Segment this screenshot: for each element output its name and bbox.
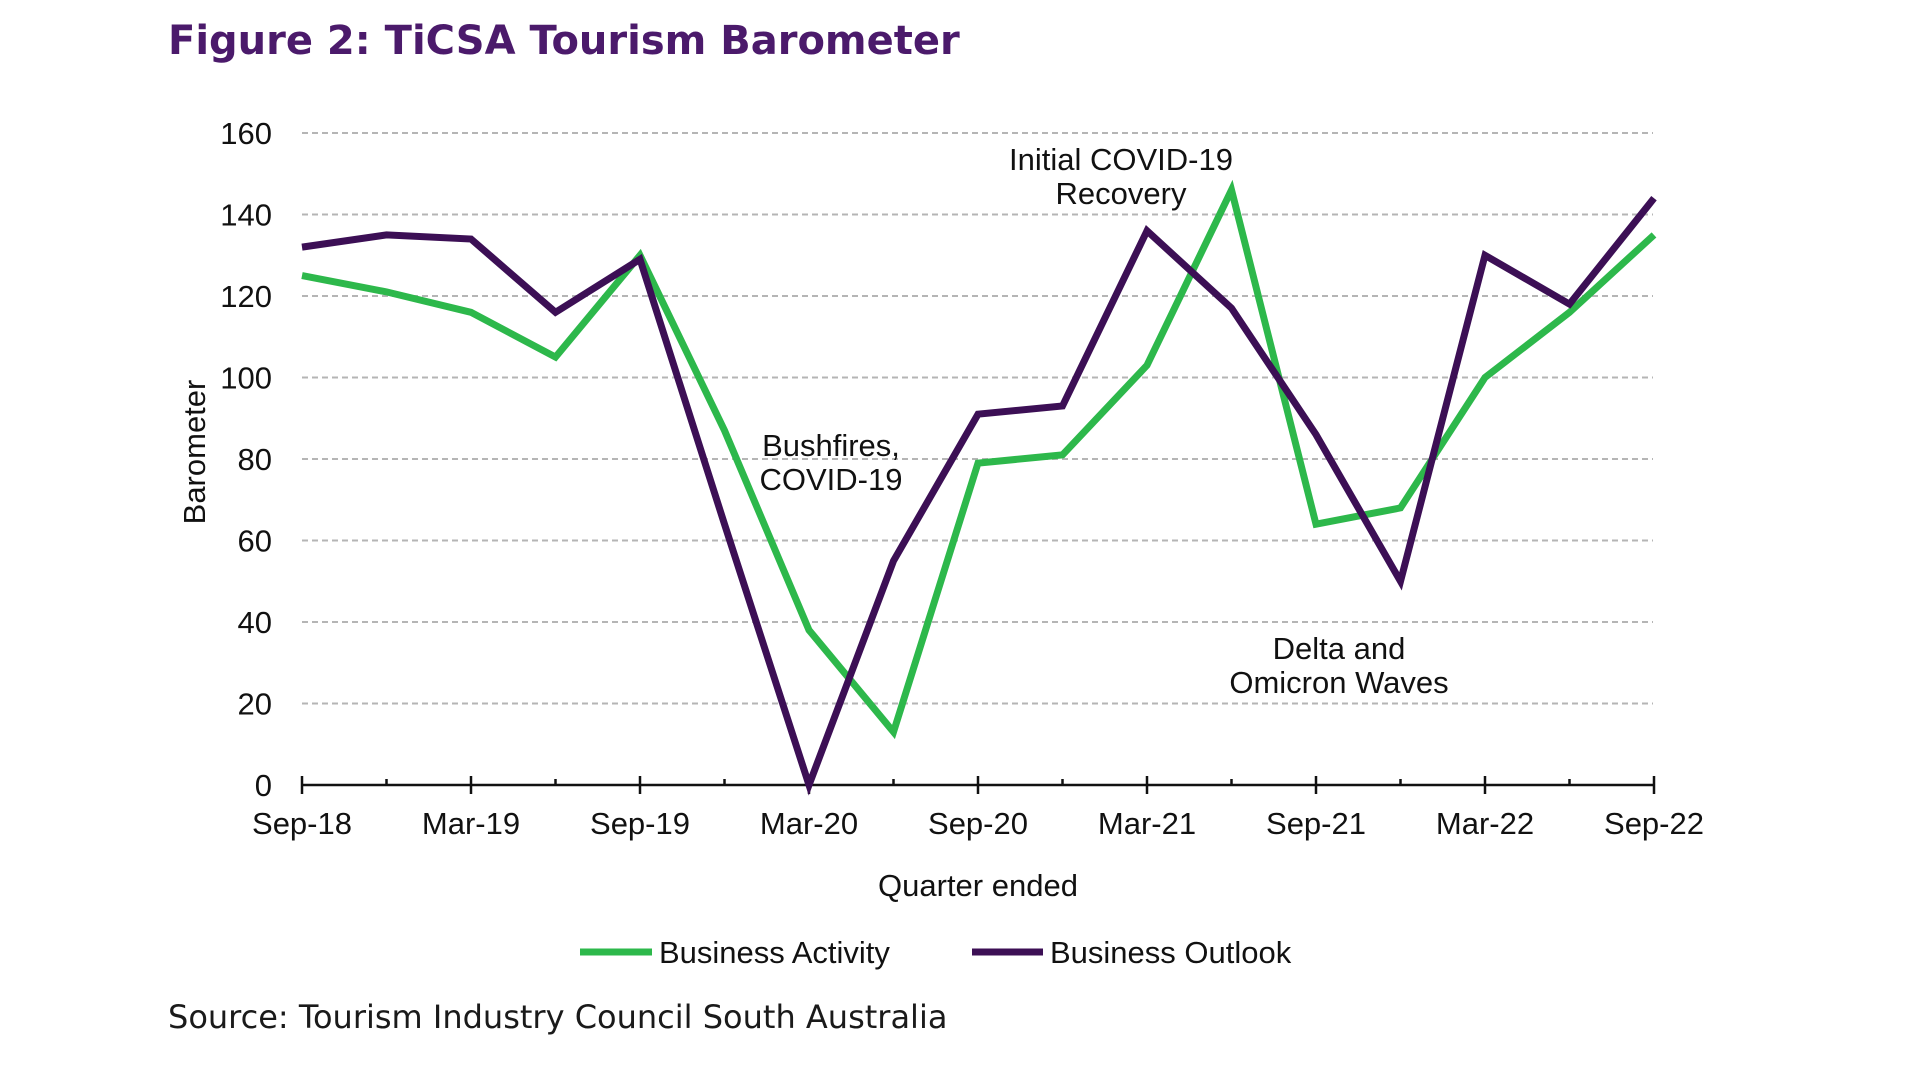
x-tick-label: Sep-20 [928,806,1028,841]
y-tick-label: 60 [238,524,272,559]
y-axis-title: Barometer [177,380,212,525]
annotations: Bushfires, COVID-19 Initial COVID-19 Recove… [760,142,1449,700]
legend-label: Business Outlook [1050,935,1292,970]
annotation-label: Initial COVID-19 Recovery [1009,142,1233,211]
x-axis [300,776,1656,794]
y-tick-label: 100 [220,361,272,396]
y-tick-label: 160 [220,116,272,151]
y-tick-label: 0 [255,768,272,803]
series-line-business-outlook [301,196,1657,796]
annotation-label: Delta and Omicron Waves [1229,631,1448,700]
y-tick-label: 140 [220,198,272,233]
x-tick-label: Sep-18 [252,806,352,841]
figure-title: Figure 2: TiCSA Tourism Barometer [168,18,960,64]
x-tick-label: Sep-22 [1604,806,1704,841]
x-axis-title: Quarter ended [878,868,1078,903]
y-tick-label: 20 [238,687,272,722]
legend-label: Business Activity [659,935,890,970]
y-tick-label: 40 [238,605,272,640]
line-chart: 0 20 40 60 80 100 120 140 160 Sep-18 Mar-19 Sep-19… [177,116,1704,970]
series-lines [301,179,1657,796]
x-axis-tick-labels: Sep-18 Mar-19 Sep-19 Mar-20 Sep-20 Mar-21 Sep-… [252,806,1704,841]
x-tick-label: Mar-21 [1098,806,1196,841]
x-tick-label: Mar-22 [1436,806,1534,841]
x-tick-label: Sep-19 [590,806,690,841]
y-tick-label: 80 [238,442,272,477]
gridlines [302,132,1653,705]
y-axis-tick-labels: 0 20 40 60 80 100 120 140 160 [220,116,272,803]
legend: Business Activity Business Outlook [580,935,1292,970]
y-tick-label: 120 [220,279,272,314]
x-tick-label: Mar-19 [422,806,520,841]
x-tick-label: Sep-21 [1266,806,1366,841]
annotation-label: Bushfires, COVID-19 [760,428,903,497]
source-note: Source: Tourism Industry Council South A… [168,998,948,1036]
x-tick-label: Mar-20 [760,806,858,841]
